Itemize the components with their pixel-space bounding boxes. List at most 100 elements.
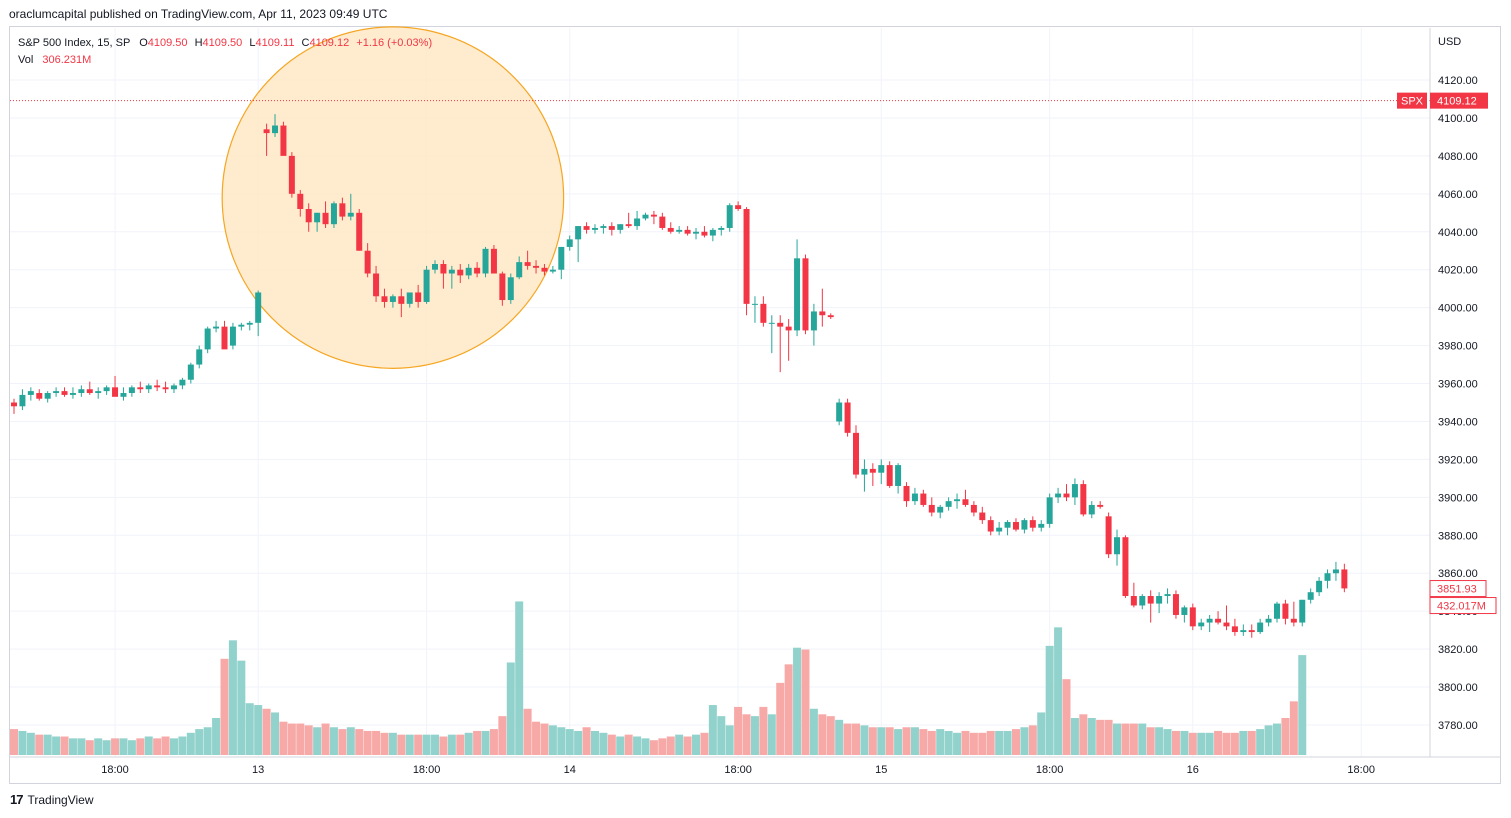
volume-bar	[1230, 732, 1239, 755]
volume-bar	[1197, 732, 1206, 755]
candle-body	[709, 229, 716, 236]
candle-body	[179, 379, 186, 386]
candle-body	[541, 267, 548, 272]
x-tick-label: 18:00	[1347, 764, 1375, 776]
volume-bar	[228, 640, 237, 755]
volume-value: 306.231M	[42, 54, 92, 66]
open-value: 4109.50	[147, 37, 188, 49]
volume-bar	[439, 736, 448, 755]
chart-legend: S&P 500 Index, 15, SP O4109.50 H4109.50 …	[18, 35, 432, 69]
tradingview-brand[interactable]: 17 TradingView	[10, 792, 94, 807]
x-tick-label: 18:00	[1036, 764, 1064, 776]
volume-bar	[877, 727, 886, 755]
candle-body	[869, 468, 876, 473]
candle-body	[861, 468, 868, 475]
volume-bar	[540, 723, 549, 755]
y-tick-label: 4100.00	[1438, 113, 1478, 125]
volume-bar	[119, 738, 128, 755]
volume-bar	[1239, 730, 1248, 755]
candle-body	[718, 227, 725, 230]
close-label: C	[301, 37, 310, 49]
candle-body	[381, 296, 388, 302]
volume-bar	[506, 662, 515, 755]
candle-body	[1206, 618, 1213, 623]
volume-bar	[1070, 718, 1079, 755]
candle-body	[987, 520, 994, 532]
volume-bar	[1003, 730, 1012, 755]
y-tick-label: 3960.00	[1438, 379, 1478, 391]
candle-body	[53, 391, 60, 394]
candle-body	[928, 504, 935, 513]
volume-bar	[279, 721, 288, 755]
candle-body	[314, 212, 321, 223]
candle-body	[1231, 626, 1238, 633]
y-tick-label: 4040.00	[1438, 227, 1478, 239]
y-tick-label: 3900.00	[1438, 492, 1478, 504]
candle-body	[911, 493, 918, 502]
candle-body	[516, 262, 523, 278]
candle-body	[802, 258, 809, 331]
volume-bar	[902, 727, 911, 755]
candle-body	[187, 364, 194, 380]
candle-body	[95, 391, 102, 394]
candle-body	[272, 125, 279, 134]
volume-bar	[1214, 730, 1223, 755]
volume-bar	[826, 716, 835, 755]
y-tick-label: 3860.00	[1438, 568, 1478, 580]
candle-body	[600, 226, 607, 228]
volume-bar	[1113, 723, 1122, 755]
volume-bar	[919, 729, 928, 755]
candle-body	[634, 218, 641, 227]
candle-body	[1038, 523, 1045, 528]
candle-body	[1307, 592, 1314, 600]
volume-bar	[1129, 723, 1138, 755]
volume-bar	[1079, 714, 1088, 755]
candle-body	[684, 229, 691, 234]
candle-body	[954, 499, 961, 502]
x-tick-label: 18:00	[413, 764, 441, 776]
volume-bar	[405, 734, 414, 755]
candle-body	[566, 239, 573, 247]
volume-bar	[313, 727, 322, 755]
candle-body	[229, 326, 236, 346]
volume-bar	[1264, 725, 1273, 755]
candle-body	[676, 229, 683, 232]
volume-bar	[321, 723, 330, 755]
candle-body	[1332, 569, 1339, 574]
candle-body	[196, 349, 203, 365]
candle-body	[810, 311, 817, 331]
candle-body	[162, 387, 169, 390]
candle-body	[1156, 596, 1163, 604]
candle-body	[819, 311, 826, 316]
volume-bar	[717, 716, 726, 755]
volume-bar	[431, 734, 439, 755]
volume-bar	[35, 734, 44, 755]
candle-body	[1240, 630, 1247, 633]
volume-bar	[548, 725, 557, 755]
y-tick-label: 4080.00	[1438, 151, 1478, 163]
candle-body	[1139, 596, 1146, 606]
volume-bar	[338, 729, 347, 755]
volume-bar	[1011, 729, 1020, 755]
volume-bar	[557, 727, 566, 755]
volume-bar	[776, 682, 785, 755]
candle-body	[785, 326, 792, 331]
candle-body	[827, 315, 834, 318]
volume-bar	[127, 740, 136, 755]
candle-body	[886, 465, 893, 486]
candle-body	[693, 231, 700, 234]
candle-body	[743, 209, 750, 304]
volume-bar	[868, 727, 877, 755]
candlestick-chart[interactable]: USD 4120.00 4100.00 4080.00 4060.00 4040.00 4…	[0, 0, 1511, 790]
last-price-badge-label: 4109.12	[1437, 96, 1477, 108]
volume-bar	[953, 732, 962, 755]
candle-body	[1341, 569, 1348, 589]
volume-bar	[414, 734, 423, 755]
currency-label: USD	[1438, 36, 1461, 48]
candle-body	[490, 248, 497, 274]
candle-body	[533, 265, 540, 268]
volume-bar	[683, 736, 692, 755]
candle-body	[1147, 596, 1154, 604]
volume-bar	[372, 730, 381, 755]
candle-body	[103, 387, 110, 392]
